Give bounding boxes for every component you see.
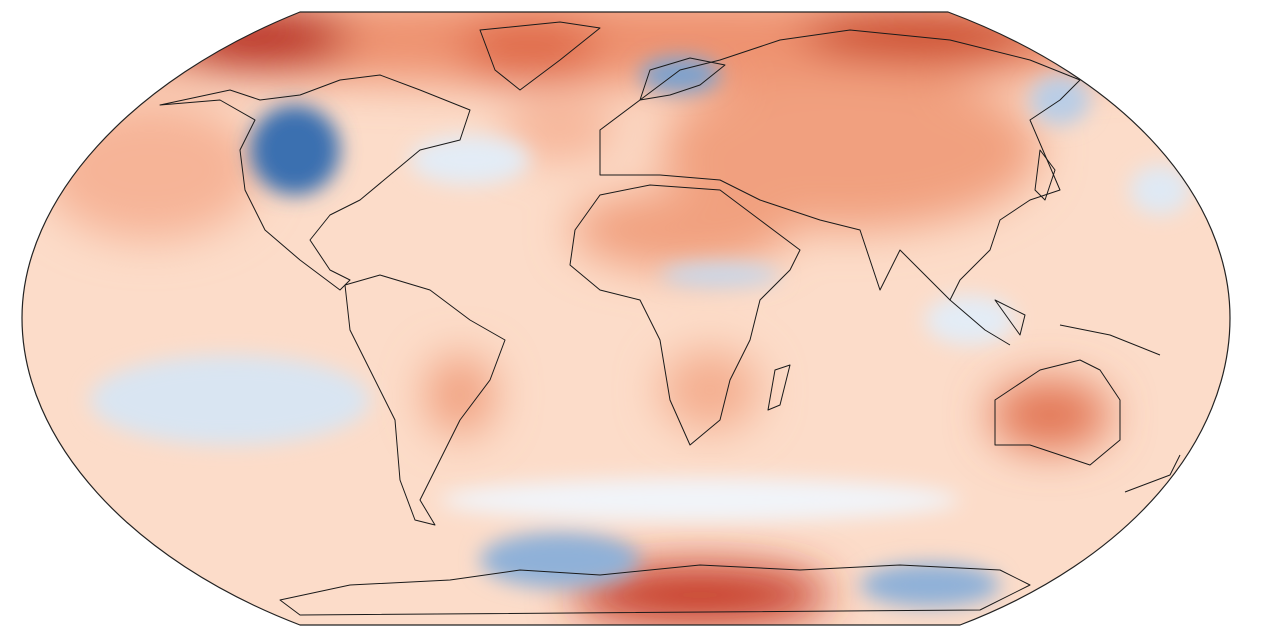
cool-regions xyxy=(90,57,1190,607)
alaska-warm xyxy=(170,12,350,68)
scandinavia-cool xyxy=(640,57,720,93)
north-atlantic-cool xyxy=(410,135,530,185)
scandinavia-coast xyxy=(639,57,726,101)
africa-coast xyxy=(569,184,801,446)
brazil-warm xyxy=(425,355,495,435)
antarctic-warm xyxy=(570,565,830,625)
greenland-coast xyxy=(479,21,601,91)
antarctica-coast xyxy=(279,564,1031,616)
weddell-cool xyxy=(480,532,640,588)
japan-coast xyxy=(1034,149,1056,201)
north-pacific-cool xyxy=(1130,165,1190,215)
new-zealand-coast xyxy=(1124,454,1181,493)
pacific-warm xyxy=(40,100,260,240)
south-america-coast xyxy=(344,274,506,526)
sahel-cool xyxy=(660,263,780,287)
eurasia-coast xyxy=(599,29,1081,301)
indian-ocean-cool xyxy=(925,295,1015,345)
southern-ocean-cool xyxy=(440,478,960,522)
greenland-warm xyxy=(460,15,600,85)
madagascar-coast xyxy=(767,364,791,411)
sahara-warm xyxy=(570,190,790,270)
asia-warm xyxy=(660,70,1040,230)
ross-cool xyxy=(860,563,1000,607)
indonesia-coast xyxy=(949,299,1161,356)
atlantic-warm xyxy=(500,100,620,160)
coastlines xyxy=(159,21,1181,616)
western-us-cool xyxy=(250,105,340,195)
south-africa-warm xyxy=(660,350,760,430)
map-outline xyxy=(21,11,1231,626)
south-pacific-cool xyxy=(90,355,370,445)
australia-coast xyxy=(994,359,1121,466)
north-america-coast xyxy=(159,74,471,291)
australia-warm xyxy=(990,380,1110,450)
